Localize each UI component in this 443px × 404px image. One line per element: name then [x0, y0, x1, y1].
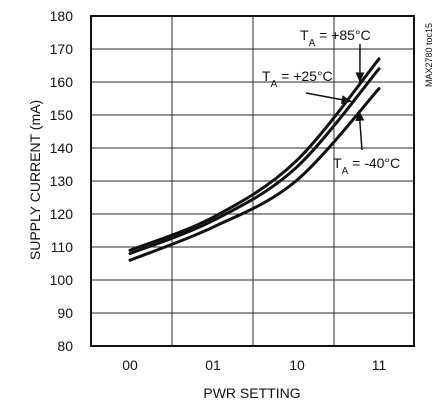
series-label-85c: TA = +85°C [300, 27, 371, 49]
plot-frame [90, 15, 415, 347]
series-arrow-85c-head [355, 72, 365, 83]
y-axis-tick-label: 160 [50, 74, 74, 90]
y-axis-tick-label: 120 [50, 206, 74, 222]
series-label-25c: TA = +25°C [262, 68, 333, 90]
y-axis-tick-label: 130 [50, 173, 74, 189]
y-axis-tick-label: 80 [57, 338, 73, 354]
x-axis-tick-label: 01 [205, 357, 221, 373]
x-axis-tick-label: 10 [289, 357, 305, 373]
annotation-layer: TA = +85°C TA = +25°C TA = -40°C [262, 27, 400, 177]
y-axis-tick-label: 140 [50, 140, 74, 156]
y-axis-tick-label: 150 [50, 107, 74, 123]
x-axis-tick-label: 11 [372, 357, 387, 373]
y-axis-tick-label: 110 [51, 239, 74, 255]
series-line-25c [128, 67, 381, 256]
series-arrow-minus40c-head [355, 110, 365, 122]
y-axis-tick-label: 170 [50, 41, 74, 57]
series-arrow-25c-head [340, 95, 352, 105]
series-label-minus40c: TA = -40°C [333, 155, 400, 177]
x-axis-tick-labels: 00 01 10 11 [122, 357, 386, 373]
series-line-minus40c [128, 87, 381, 262]
chart-watermark: MAX2780 toc15 [424, 23, 434, 87]
x-axis-tick-label: 00 [122, 357, 138, 373]
y-axis-tick-label: 90 [57, 305, 73, 321]
y-axis-tick-label: 180 [50, 8, 74, 24]
y-axis-tick-labels: 80 90 100 110 120 130 140 150 160 170 180 [50, 8, 74, 354]
x-axis-title: PWR SETTING [203, 385, 300, 401]
y-axis-title: SUPPLY CURRENT (mA) [27, 100, 43, 260]
y-axis-tick-label: 100 [50, 272, 74, 288]
